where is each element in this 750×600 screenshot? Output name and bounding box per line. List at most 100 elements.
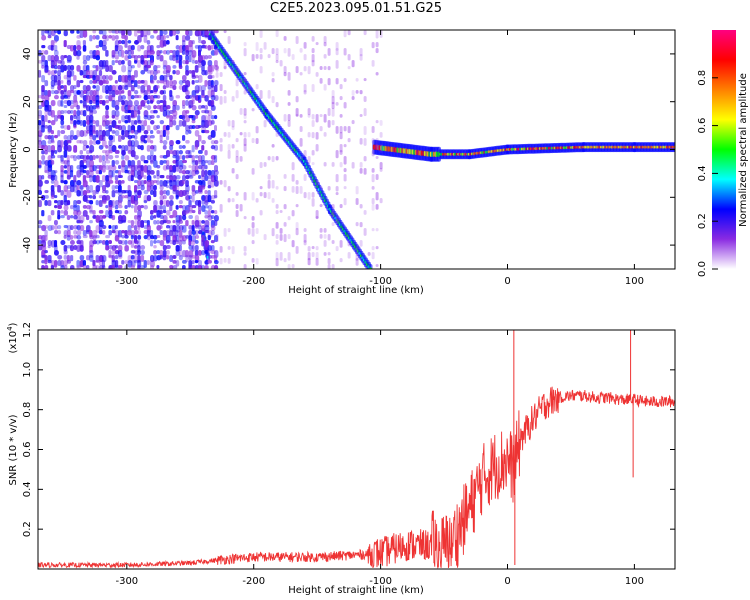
snr-x-label: Height of straight line (km) <box>288 585 424 596</box>
spectrogram-cell <box>227 198 231 203</box>
spectrogram-cell <box>114 115 119 121</box>
spectrogram-cell <box>172 80 177 86</box>
spectrogram-cell <box>92 80 97 84</box>
spectrogram-cell <box>156 55 160 60</box>
spectrogram-cell <box>79 140 84 144</box>
spectrogram-cell <box>63 30 68 37</box>
spectrogram-cell <box>44 145 48 151</box>
spectrogram-cell <box>79 220 84 224</box>
colorbar-tick-label: 0.8 <box>697 70 708 86</box>
spectrogram-cell <box>82 265 87 269</box>
spectrogram-cell <box>146 105 152 110</box>
spectrogram-cell <box>355 246 359 252</box>
spectrogram-cell <box>231 66 235 72</box>
spectrogram-cell <box>375 30 379 39</box>
spectrogram-cell <box>188 70 193 74</box>
spectrogram-cell <box>92 120 96 125</box>
spectrogram-cell <box>185 100 189 106</box>
spectrogram-cell <box>188 155 193 159</box>
spectrogram-cell <box>60 90 64 95</box>
spectrogram-cell <box>287 264 291 269</box>
spectrogram-cell <box>191 40 195 45</box>
spectrogram-cell <box>82 235 88 239</box>
spectrogram-cell <box>134 120 138 125</box>
spectrogram-cell <box>194 65 199 73</box>
spectrogram-cell <box>169 120 173 128</box>
spectrogram-cell <box>102 200 107 204</box>
spectrogram-cell <box>375 264 379 267</box>
spectrogram-cell <box>127 125 131 133</box>
y-tick-label: -20 <box>22 189 33 205</box>
spectrogram-cell <box>70 265 75 269</box>
spectrogram-cell <box>92 65 97 69</box>
spectrogram-cell <box>79 70 84 76</box>
spectrogram-cell <box>89 140 93 146</box>
spectrogram-cell <box>111 70 117 75</box>
spectrogram-cell <box>287 72 291 81</box>
spectrogram-cell <box>111 100 116 108</box>
spectrogram-cell <box>146 170 151 176</box>
spectrogram-cell <box>47 30 52 36</box>
spectrogram-cell <box>60 140 64 148</box>
spectrogram-cell <box>175 155 180 162</box>
spectrogram-cell <box>70 110 74 114</box>
spectrogram-cell <box>159 185 164 191</box>
spectrogram-cell <box>194 160 199 166</box>
spectrogram-cell <box>89 130 93 137</box>
spectrogram-cell <box>210 75 215 79</box>
spectrogram-cell <box>57 130 61 137</box>
spectrogram-cell <box>172 255 177 259</box>
spectrogram-cell <box>156 100 161 105</box>
spectrogram-cell <box>153 145 157 152</box>
spectrogram-cell <box>207 90 212 98</box>
spectrogram-cell <box>243 120 247 124</box>
spectrogram-cell <box>267 192 271 200</box>
spectrogram-cell <box>140 155 146 162</box>
spectrogram-cell <box>60 125 65 129</box>
spectrogram-cell <box>379 168 383 172</box>
spectrogram-cell <box>41 155 46 161</box>
spectrogram-cell <box>124 230 128 236</box>
spectrogram-cell <box>89 185 94 193</box>
spectrogram-cell <box>166 160 170 166</box>
spectrogram-cell <box>339 240 343 248</box>
spectrogram-cell <box>335 48 339 56</box>
spectrogram-cell <box>98 165 103 171</box>
spectrogram-cell <box>76 80 81 88</box>
spectrogram-cell <box>54 50 59 57</box>
spectrogram-cell <box>82 65 87 72</box>
spectrogram-cell <box>175 125 180 131</box>
spectrogram-cell <box>63 40 67 48</box>
spectrogram-cell <box>311 252 315 258</box>
spectrogram-cell <box>343 30 347 38</box>
spectrogram-cell <box>118 120 122 124</box>
spectrogram-cell <box>134 110 137 118</box>
spectrogram-cell <box>207 80 212 86</box>
spectrogram-cell <box>166 125 170 131</box>
spectrogram-cell <box>198 175 202 179</box>
spectrogram-cell <box>92 110 97 114</box>
spectrogram-cell <box>73 85 77 90</box>
spectrogram-cell <box>166 165 170 170</box>
spectrogram-cell <box>178 200 183 205</box>
spectrogram-cell <box>124 235 129 239</box>
spectrogram-cell <box>98 95 103 100</box>
spectrogram-cell <box>194 110 200 116</box>
spectrogram-cell <box>275 204 279 209</box>
spectrogram-cell <box>379 198 383 204</box>
spectrogram-cell <box>134 155 139 160</box>
spectrogram-cell <box>201 65 205 72</box>
spectrogram-cell <box>185 130 189 135</box>
spectrogram-cell <box>375 192 379 201</box>
spectrogram-cell <box>121 235 125 239</box>
spectrogram-cell <box>143 180 147 184</box>
spectrogram-cell <box>251 228 255 237</box>
spectrogram-cell <box>111 60 115 66</box>
spectrogram-cell <box>287 90 291 96</box>
spectrogram-cell <box>363 78 367 82</box>
spectrogram-cell <box>323 132 327 137</box>
spectrogram-cell <box>134 205 138 213</box>
spectrogram-cell <box>182 75 187 81</box>
spectrogram-cell <box>214 265 219 269</box>
spectrogram-cell <box>375 174 379 180</box>
